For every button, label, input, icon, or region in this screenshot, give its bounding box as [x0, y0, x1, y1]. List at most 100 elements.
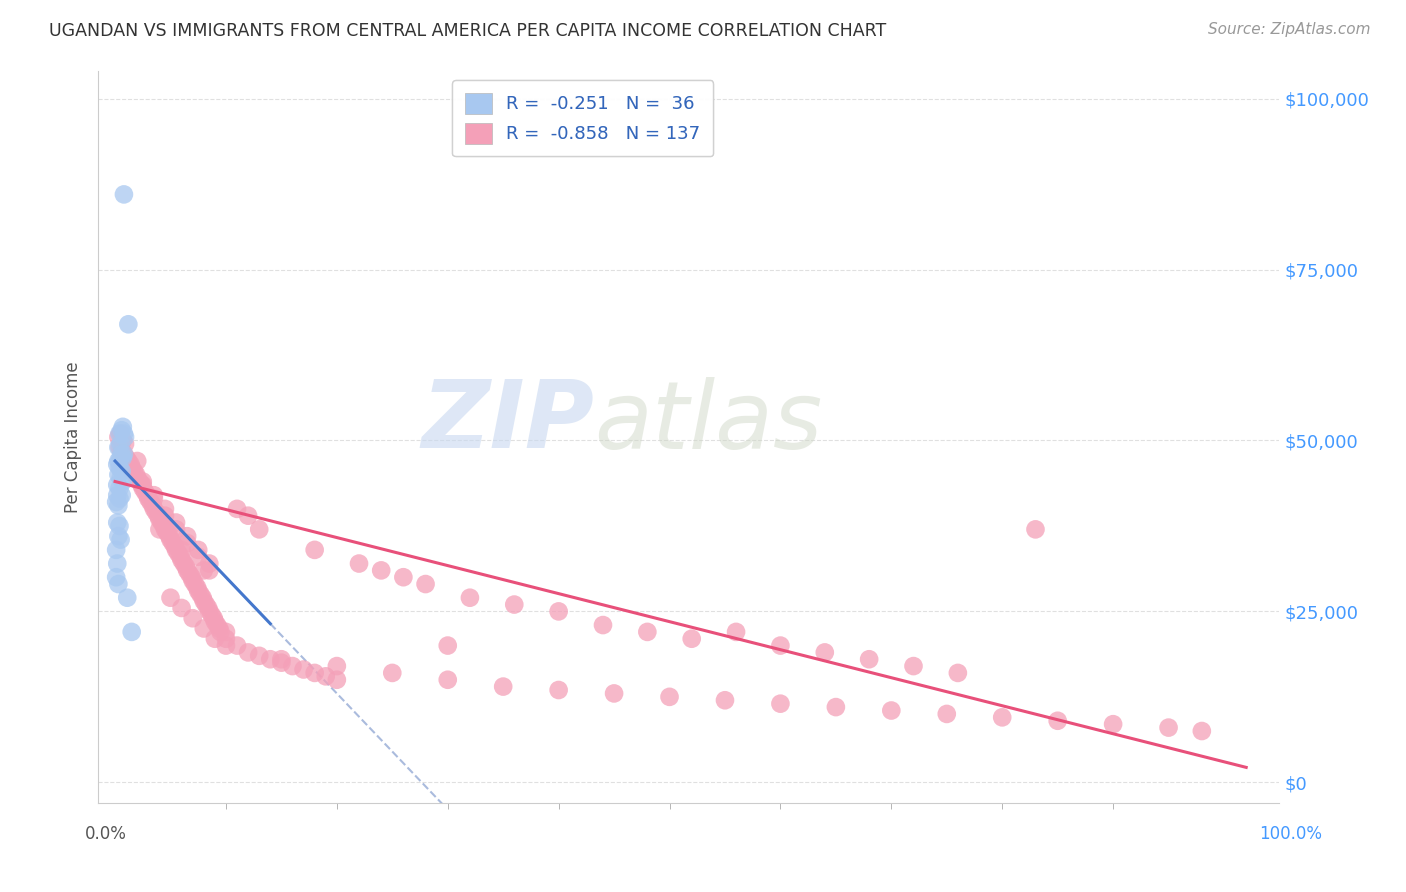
Point: [108, 519, 131, 533]
Point: [270, 656, 292, 670]
Point: [110, 437, 132, 451]
Point: [110, 471, 132, 485]
Point: [381, 665, 404, 680]
Point: [326, 673, 349, 687]
Point: [105, 516, 128, 530]
Point: [132, 478, 155, 492]
Point: [111, 450, 134, 465]
Point: [112, 447, 135, 461]
Point: [105, 495, 128, 509]
Point: [187, 583, 209, 598]
Point: [148, 522, 170, 536]
Text: atlas: atlas: [595, 377, 823, 468]
Point: [1191, 724, 1213, 739]
Point: [121, 624, 143, 639]
Point: [142, 488, 165, 502]
Point: [209, 624, 232, 639]
Point: [159, 591, 181, 605]
Point: [105, 458, 128, 472]
Point: [145, 505, 167, 519]
Point: [110, 450, 132, 465]
Point: [112, 426, 135, 441]
Point: [935, 706, 957, 721]
Legend: R =  -0.251   N =  36, R =  -0.858   N = 137: R = -0.251 N = 36, R = -0.858 N = 137: [453, 80, 713, 156]
Point: [186, 581, 208, 595]
Point: [153, 501, 176, 516]
Point: [105, 542, 128, 557]
Point: [105, 478, 128, 492]
Point: [547, 683, 569, 698]
Point: [436, 639, 458, 653]
Point: [159, 533, 181, 547]
Point: [176, 529, 198, 543]
Point: [1046, 714, 1069, 728]
Point: [247, 522, 270, 536]
Point: [142, 499, 165, 513]
Point: [142, 491, 165, 506]
Y-axis label: Per Capita Income: Per Capita Income: [65, 361, 83, 513]
Point: [198, 563, 221, 577]
Point: [226, 501, 249, 516]
Point: [105, 488, 128, 502]
Point: [592, 618, 614, 632]
Point: [112, 187, 135, 202]
Point: [156, 525, 179, 540]
Text: UGANDAN VS IMMIGRANTS FROM CENTRAL AMERICA PER CAPITA INCOME CORRELATION CHART: UGANDAN VS IMMIGRANTS FROM CENTRAL AMERI…: [49, 22, 886, 40]
Point: [111, 488, 134, 502]
Point: [153, 519, 176, 533]
Point: [112, 447, 135, 461]
Point: [108, 426, 131, 441]
Point: [681, 632, 703, 646]
Text: 100.0%: 100.0%: [1260, 825, 1322, 843]
Point: [415, 577, 437, 591]
Point: [108, 460, 131, 475]
Point: [150, 516, 173, 530]
Point: [111, 464, 134, 478]
Point: [190, 587, 212, 601]
Point: [991, 710, 1014, 724]
Point: [1102, 717, 1125, 731]
Point: [181, 611, 204, 625]
Point: [769, 697, 792, 711]
Point: [202, 611, 225, 625]
Point: [170, 542, 193, 557]
Point: [136, 491, 159, 506]
Point: [204, 615, 226, 629]
Point: [110, 533, 132, 547]
Point: [191, 591, 214, 605]
Point: [107, 499, 129, 513]
Point: [105, 570, 128, 584]
Point: [117, 318, 139, 332]
Text: ZIP: ZIP: [422, 376, 595, 468]
Point: [603, 686, 626, 700]
Point: [132, 475, 155, 489]
Point: [153, 508, 176, 523]
Point: [108, 481, 131, 495]
Point: [120, 458, 142, 472]
Text: 0.0%: 0.0%: [84, 825, 127, 843]
Point: [131, 478, 153, 492]
Point: [236, 508, 259, 523]
Point: [111, 443, 134, 458]
Point: [880, 704, 903, 718]
Point: [198, 557, 221, 571]
Point: [714, 693, 737, 707]
Point: [179, 566, 201, 581]
Point: [259, 652, 281, 666]
Point: [110, 426, 132, 441]
Point: [658, 690, 681, 704]
Point: [205, 618, 228, 632]
Point: [198, 604, 221, 618]
Point: [170, 601, 193, 615]
Point: [176, 536, 198, 550]
Point: [107, 529, 129, 543]
Point: [107, 440, 129, 454]
Point: [184, 577, 207, 591]
Point: [111, 423, 134, 437]
Point: [180, 570, 202, 584]
Point: [636, 624, 658, 639]
Point: [215, 632, 238, 646]
Point: [136, 488, 159, 502]
Point: [204, 632, 226, 646]
Point: [122, 464, 145, 478]
